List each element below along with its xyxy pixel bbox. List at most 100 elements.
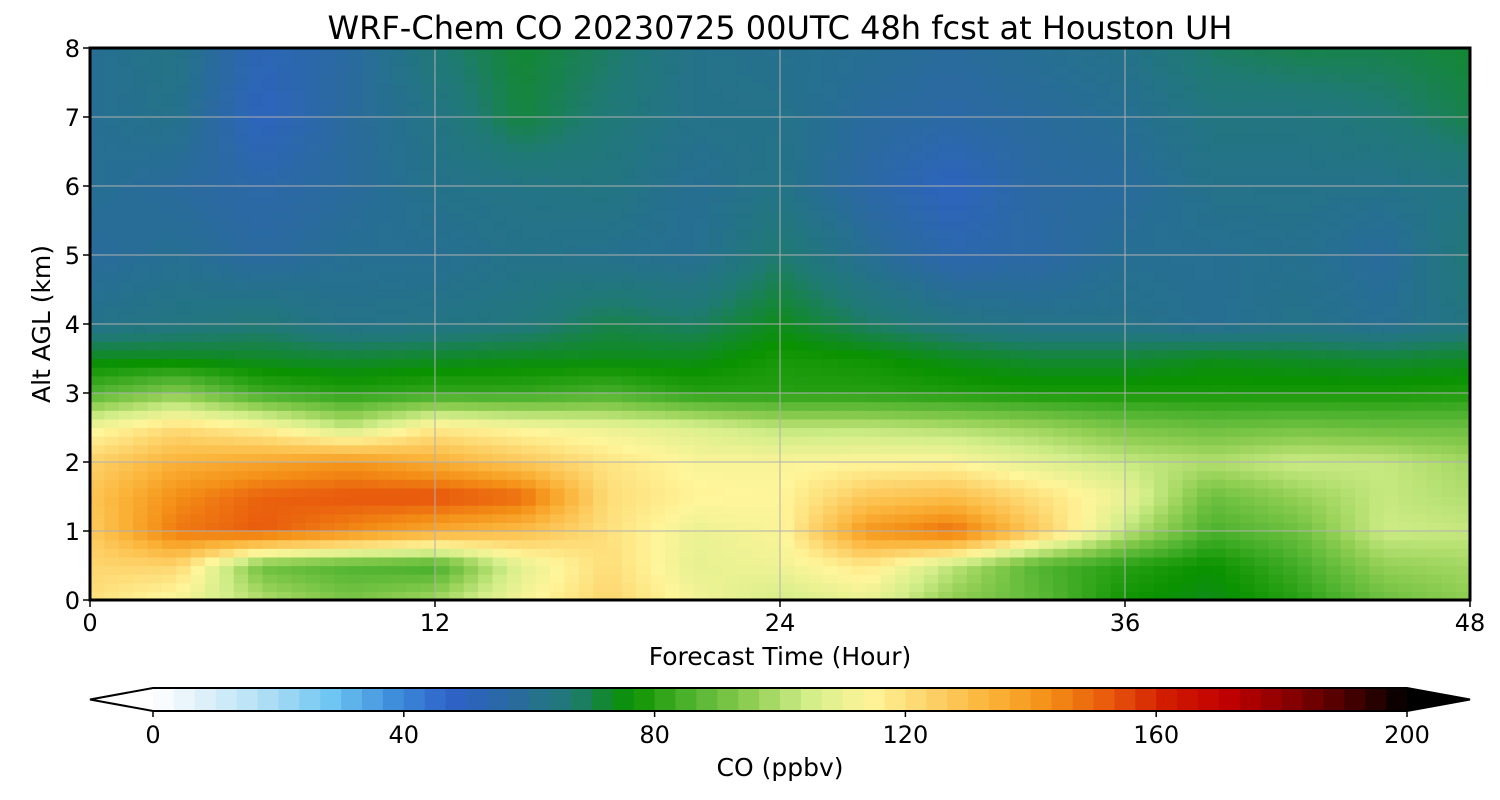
co-cell xyxy=(262,220,278,230)
co-cell xyxy=(708,349,724,360)
co-cell xyxy=(276,548,292,558)
co-cell xyxy=(650,574,666,584)
co-cell xyxy=(794,462,810,472)
co-cell xyxy=(176,487,192,498)
co-cell xyxy=(205,315,220,325)
co-cell xyxy=(1412,246,1428,256)
co-cell xyxy=(1340,306,1356,316)
co-cell xyxy=(593,220,609,230)
co-cell xyxy=(305,306,321,316)
co-cell xyxy=(463,263,479,273)
co-cell xyxy=(966,556,982,567)
co-cell xyxy=(161,384,177,394)
co-cell xyxy=(1196,315,1212,325)
co-cell xyxy=(305,539,321,549)
co-cell xyxy=(320,194,335,204)
co-cell xyxy=(420,298,436,308)
co-cell xyxy=(248,393,264,403)
co-cell xyxy=(794,358,810,368)
co-cell xyxy=(1240,427,1255,437)
co-cell xyxy=(305,280,321,291)
co-cell xyxy=(751,496,767,506)
co-cell xyxy=(1225,375,1241,385)
co-cell xyxy=(1125,246,1140,256)
co-cell xyxy=(1096,229,1112,239)
co-cell xyxy=(90,203,105,213)
co-cell xyxy=(1383,151,1399,161)
co-cell xyxy=(176,582,192,592)
co-cell xyxy=(650,479,666,489)
co-cell xyxy=(938,522,954,532)
co-cell xyxy=(578,272,594,282)
co-cell xyxy=(1240,591,1255,601)
co-cell xyxy=(966,194,982,204)
co-cell xyxy=(377,462,393,472)
co-cell xyxy=(1426,211,1442,222)
co-cell xyxy=(535,160,551,170)
co-cell xyxy=(708,505,724,515)
co-cell xyxy=(650,298,666,308)
co-cell xyxy=(593,470,609,480)
co-cell xyxy=(104,237,120,247)
co-cell xyxy=(1369,522,1385,532)
co-cell xyxy=(1196,384,1212,394)
co-cell xyxy=(621,479,637,489)
co-cell xyxy=(780,375,795,385)
co-cell xyxy=(492,211,508,222)
co-cell xyxy=(593,548,609,558)
co-cell xyxy=(938,375,954,385)
co-cell xyxy=(650,436,666,446)
co-cell xyxy=(866,211,882,222)
co-cell xyxy=(851,462,867,472)
co-cell xyxy=(765,401,781,411)
co-cell xyxy=(621,263,637,273)
co-cell xyxy=(449,194,465,204)
co-cell xyxy=(607,272,623,282)
co-cell xyxy=(1369,453,1385,463)
co-cell xyxy=(1326,306,1342,316)
co-cell xyxy=(219,410,235,420)
co-cell xyxy=(219,315,235,325)
co-cell xyxy=(1110,220,1126,230)
co-cell xyxy=(1081,160,1097,170)
co-cell xyxy=(219,384,235,394)
co-cell xyxy=(1125,393,1140,403)
co-cell xyxy=(276,220,292,230)
co-cell xyxy=(1168,341,1184,351)
co-cell xyxy=(708,401,724,411)
co-cell xyxy=(363,375,379,385)
co-cell xyxy=(866,436,882,446)
co-cell xyxy=(478,263,494,273)
co-cell xyxy=(736,177,752,187)
co-cell xyxy=(104,418,120,429)
co-cell xyxy=(837,367,853,377)
co-cell xyxy=(1053,194,1069,204)
co-cell xyxy=(866,410,882,420)
co-cell xyxy=(1125,496,1140,506)
co-cell xyxy=(1426,418,1442,429)
co-cell xyxy=(794,151,810,161)
co-cell xyxy=(607,246,623,256)
co-cell xyxy=(435,427,450,437)
co-cell xyxy=(463,462,479,472)
co-cell xyxy=(1182,393,1198,403)
co-cell xyxy=(938,582,954,592)
co-cell xyxy=(1196,229,1212,239)
co-cell xyxy=(1168,246,1184,256)
co-cell xyxy=(406,556,422,567)
co-cell xyxy=(765,574,781,584)
co-cell xyxy=(233,462,249,472)
co-cell xyxy=(320,548,335,558)
co-cell xyxy=(564,160,580,170)
co-cell xyxy=(1081,280,1097,291)
co-cell xyxy=(190,582,206,592)
co-cell xyxy=(1383,418,1399,429)
co-cell xyxy=(133,194,149,204)
co-cell xyxy=(1355,401,1370,411)
co-cell xyxy=(363,393,379,403)
co-cell xyxy=(851,427,867,437)
co-cell xyxy=(492,280,508,291)
co-cell xyxy=(550,393,565,403)
co-cell xyxy=(1182,513,1198,523)
co-cell xyxy=(1225,203,1241,213)
